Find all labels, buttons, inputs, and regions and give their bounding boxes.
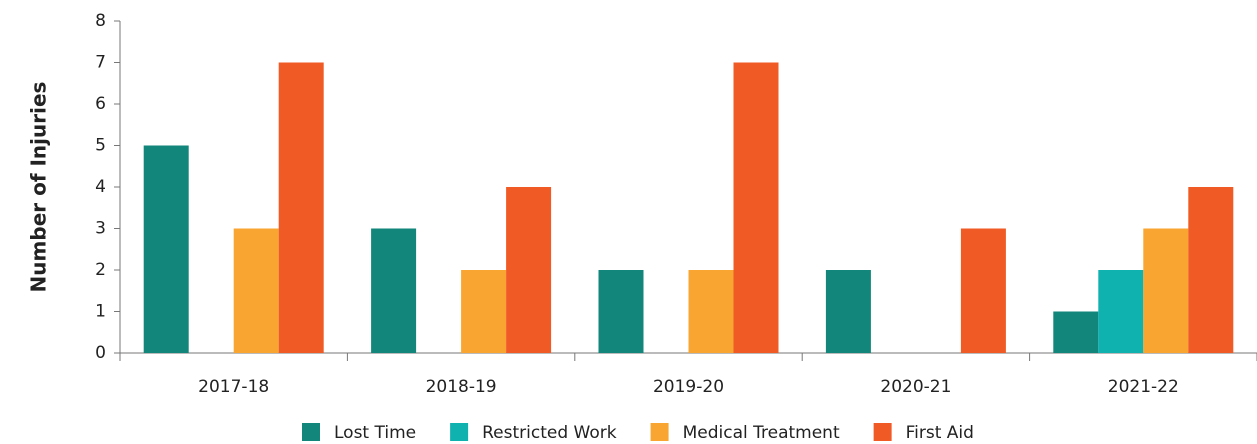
legend-swatch: [650, 423, 669, 441]
bar: [371, 228, 417, 353]
legend-label: Medical Treatment: [683, 423, 840, 443]
y-tick-label: 0: [95, 343, 106, 363]
bar: [461, 270, 507, 353]
bar: [825, 270, 871, 353]
legend-swatch: [873, 423, 892, 441]
y-tick-label: 2: [95, 260, 106, 280]
bar: [1143, 228, 1189, 353]
y-tick-label: 5: [95, 136, 106, 156]
x-tick-label: 2020-21: [880, 377, 951, 397]
y-tick-label: 3: [95, 219, 106, 239]
bar: [1098, 270, 1144, 353]
x-tick-label: 2017-18: [198, 377, 269, 397]
legend-label: First Aid: [906, 423, 974, 443]
bar: [1053, 311, 1099, 353]
y-axis-label: Number of Injuries: [27, 82, 51, 293]
legend-swatch: [302, 423, 320, 441]
bar: [1188, 187, 1234, 353]
legend-swatch: [450, 423, 469, 441]
y-tick-label: 7: [95, 53, 106, 73]
y-tick-label: 1: [95, 302, 106, 322]
bar: [688, 270, 734, 353]
x-tick-label: 2019-20: [653, 377, 724, 397]
x-tick-label: 2021-22: [1108, 377, 1179, 397]
y-tick-label: 8: [95, 11, 106, 31]
bar: [598, 270, 644, 353]
y-tick-label: 6: [95, 94, 106, 114]
bar: [143, 145, 189, 353]
y-tick-label: 4: [95, 177, 106, 197]
x-tick-label: 2018-19: [426, 377, 497, 397]
bar: [733, 62, 779, 353]
bar: [506, 187, 552, 353]
bar: [278, 62, 324, 353]
bar: [233, 228, 279, 353]
legend-label: Lost Time: [334, 423, 416, 443]
bar: [960, 228, 1006, 353]
legend-label: Restricted Work: [482, 423, 617, 443]
